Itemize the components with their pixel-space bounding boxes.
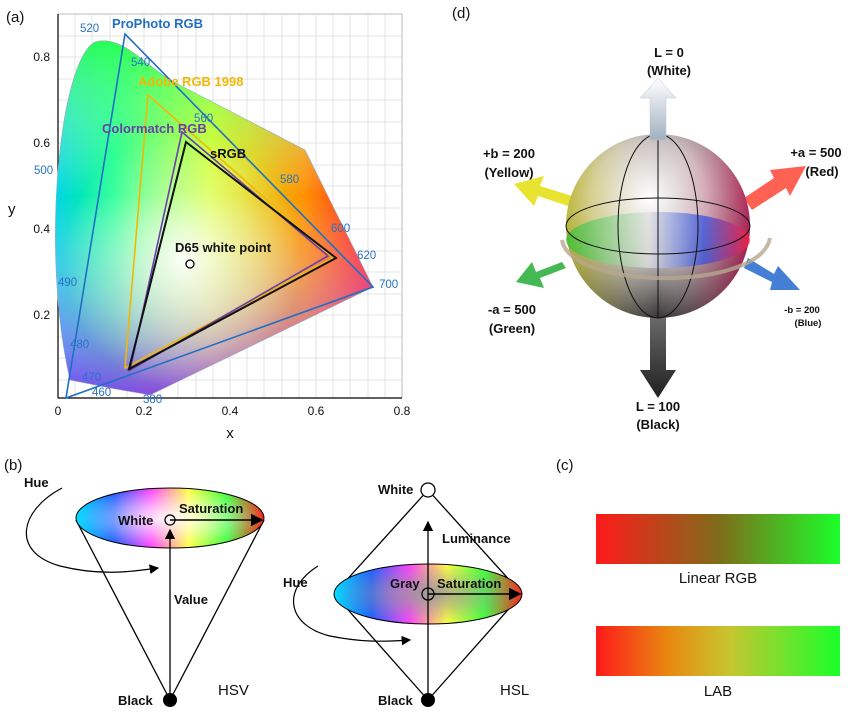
hsv-saturation: Saturation	[179, 501, 243, 516]
hsl-luminance: Luminance	[442, 531, 511, 546]
y-tick-3: 0.8	[33, 50, 50, 64]
lab-red: (Red)	[805, 164, 838, 179]
hsv-title: HSV	[218, 682, 249, 699]
label-whitepoint: D65 white point	[175, 240, 272, 255]
lab-apos: +a = 500	[790, 145, 841, 160]
srgb-gamut	[127, 140, 338, 371]
lab-aneg: -a = 500	[488, 302, 536, 317]
lab-gradient-label: LAB	[704, 683, 732, 700]
cie-y-label: y	[8, 201, 16, 218]
hsl-title: HSL	[500, 682, 529, 699]
y-tick-1: 0.4	[33, 222, 50, 236]
hsl-hue: Hue	[283, 575, 308, 590]
label-prophoto: ProPhoto RGB	[112, 16, 203, 31]
panel-label-a: (a)	[6, 9, 24, 26]
hsv-hue: Hue	[24, 475, 49, 490]
hsv-cone	[25, 487, 265, 707]
lab-l0: L = 0	[654, 45, 684, 60]
lab-blue: (Blue)	[795, 318, 822, 329]
label-colormatch: Colormatch RGB	[102, 121, 207, 136]
linear-rgb-gradient	[596, 514, 840, 564]
label-adobe: Adobe RGB 1998	[138, 74, 243, 89]
x-tick-3: 0.6	[308, 404, 325, 418]
hsl-black: Black	[378, 693, 413, 708]
linear-rgb-label: Linear RGB	[679, 570, 757, 587]
wl-380: 380	[143, 394, 162, 406]
colormatch-gamut	[128, 130, 330, 372]
x-tick-1: 0.2	[136, 404, 153, 418]
wavelength-labels: 520 540 560 500 580 600 620 700 490 480 …	[34, 23, 398, 406]
wl-460: 460	[92, 387, 111, 399]
x-tick-4: 0.8	[394, 404, 411, 418]
lab-green: (Green)	[489, 321, 535, 336]
wl-540: 540	[131, 57, 150, 69]
x-tick-2: 0.4	[222, 404, 239, 418]
prophoto-gamut	[64, 32, 375, 400]
whitepoint-marker	[185, 259, 195, 269]
hsl-bicone	[292, 482, 523, 707]
y-tick-0: 0.2	[33, 308, 50, 322]
panel-label-c: (c)	[556, 457, 574, 474]
wl-700: 700	[379, 279, 398, 291]
hsl-white: White	[378, 482, 413, 497]
label-srgb: sRGB	[210, 146, 246, 161]
hsv-value: Value	[174, 592, 208, 607]
wl-500: 500	[34, 165, 53, 177]
cie-x-label: x	[226, 425, 234, 442]
wl-490: 490	[58, 277, 77, 289]
panel-label-b: (b)	[4, 457, 22, 474]
wl-470: 470	[82, 372, 101, 384]
wl-580: 580	[280, 174, 299, 186]
lab-yellow: (Yellow)	[484, 165, 533, 180]
lab-l100: L = 100	[636, 399, 680, 414]
lab-bneg: -b = 200	[784, 305, 820, 316]
wl-480: 480	[70, 339, 89, 351]
hsv-black: Black	[118, 693, 153, 708]
lab-black: (Black)	[636, 417, 679, 432]
wl-520: 520	[80, 23, 99, 35]
hsl-gray: Gray	[390, 576, 420, 591]
lab-bpos: +b = 200	[483, 146, 535, 161]
wl-560: 560	[194, 113, 213, 125]
panel-label-d: (d)	[452, 5, 470, 22]
cie-y-ticks: 0.2 0.4 0.6 0.8	[33, 50, 50, 322]
lab-sphere	[514, 77, 806, 398]
hsl-saturation: Saturation	[437, 576, 501, 591]
hsv-white: White	[118, 513, 153, 528]
lab-gradient	[596, 626, 840, 676]
x-tick-0: 0	[55, 404, 62, 418]
wl-620: 620	[357, 250, 376, 262]
y-tick-2: 0.6	[33, 136, 50, 150]
wl-600: 600	[331, 223, 350, 235]
cie-x-ticks: 0 0.2 0.4 0.6 0.8	[55, 404, 411, 418]
lab-white: (White)	[647, 63, 691, 78]
